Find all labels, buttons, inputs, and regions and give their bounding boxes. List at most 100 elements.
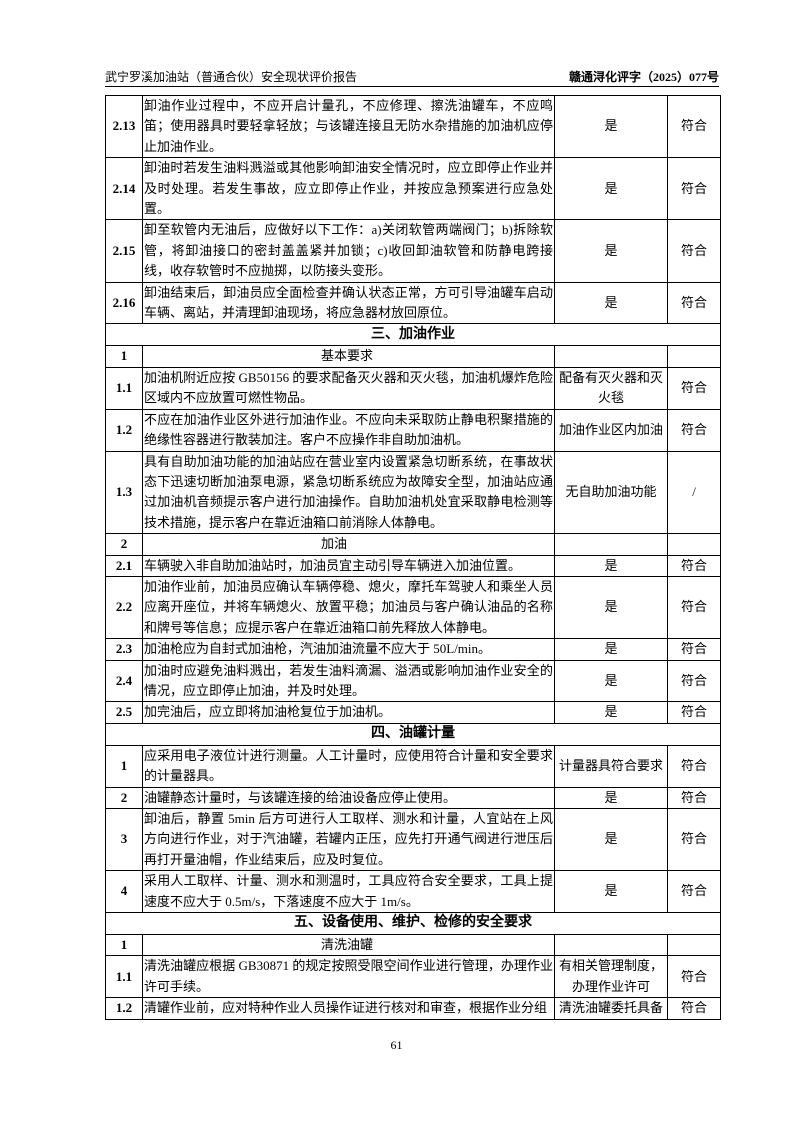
item-content: 加油作业前，加油员应确认车辆停稳、熄火，摩托车驾驶人和乘坐人员应离开座位，并将车…	[142, 575, 555, 640]
item-conclusion: 符合	[667, 408, 721, 452]
item-result: 无自助加油功能	[554, 450, 668, 535]
header-left: 武宁罗溪加油站（普通合伙）安全现状评价报告	[105, 70, 358, 84]
empty-cell	[554, 345, 668, 368]
table-row: 五、设备使用、维护、检修的安全要求	[105, 912, 721, 936]
item-number: 1	[105, 744, 143, 788]
table-row: 1.1 清洗油罐应根据 GB30871 的规定按照受限空间作业进行管理，办理作业许…	[105, 955, 721, 999]
item-number: 1	[105, 934, 143, 957]
item-result: 加油作业区内加油	[554, 408, 668, 452]
table-row: 1 应采用电子液位计进行测量。人工计量时，应使用符合计量和安全要求的计量器具。 计量…	[105, 744, 721, 788]
item-result: 是	[554, 659, 668, 703]
item-result: 是	[554, 638, 668, 661]
item-number: 2.13	[105, 94, 143, 159]
item-content: 加油时应避免油料溅出，若发生油料滴漏、溢洒或影响加油作业安全的情况，应立即停止加…	[142, 659, 555, 703]
item-conclusion: 符合	[667, 638, 721, 661]
table-row: 3 卸油后，静置 5min 后方可进行人工取样、测水和计量，人宜站在上风方向进行作…	[105, 807, 721, 872]
item-result: 是	[554, 157, 668, 221]
item-number: 2.3	[105, 638, 143, 661]
subsection-title: 清洗油罐	[142, 934, 555, 957]
table-row: 2.15 卸至软管内无油后，应做好以下工作：a)关闭软管两端阀门；b)拆除软管，将…	[105, 219, 721, 283]
item-result: 是	[554, 575, 668, 640]
item-content: 卸油结束后，卸油员应全面检查并确认状态正常，方可引导油罐车启动车辆、离站，并清理…	[142, 281, 555, 325]
item-number: 1.1	[105, 366, 143, 410]
item-content: 卸油后，静置 5min 后方可进行人工取样、测水和计量，人宜站在上风方向进行作业…	[142, 807, 555, 872]
item-content: 卸至软管内无油后，应做好以下工作：a)关闭软管两端阀门；b)拆除软管，将卸油接口…	[142, 219, 555, 283]
table-row: 1 基本要求	[105, 345, 721, 368]
item-content: 加完油后，应立即将加油枪复位于加油机。	[142, 701, 555, 724]
item-result: 是	[554, 870, 668, 914]
table-row: 1.2 不应在加油作业区外进行加油作业。不应向未采取防止静电积聚措施的绝缘性容器进…	[105, 408, 721, 452]
item-result: 是	[554, 94, 668, 159]
table-row: 四、油罐计量	[105, 722, 721, 746]
item-number: 1.1	[105, 955, 143, 999]
item-conclusion: 符合	[667, 219, 721, 283]
item-conclusion: 符合	[667, 94, 721, 159]
item-conclusion: 符合	[667, 554, 721, 577]
table: 2.13 卸油作业过程中，不应开启计量孔，不应修理、擦洗油罐车，不应鸣笛；使用器具…	[105, 94, 721, 1020]
item-conclusion: 符合	[667, 659, 721, 703]
item-number: 2.14	[105, 157, 143, 221]
empty-cell	[667, 934, 721, 957]
section-title: 五、设备使用、维护、检修的安全要求	[105, 912, 721, 936]
item-number: 2.2	[105, 575, 143, 640]
item-content: 加油机附近应按 GB50156 的要求配备灭火器和灭火毯，加油机爆炸危险区域内不…	[142, 366, 555, 410]
item-result: 是	[554, 701, 668, 724]
item-number: 1.3	[105, 450, 143, 535]
item-conclusion: 符合	[667, 366, 721, 410]
table-row: 2 油罐静态计量时，与该罐连接的给油设备应停止使用。是符合	[105, 786, 721, 810]
item-number: 2	[105, 533, 143, 556]
item-result: 是	[554, 219, 668, 283]
item-conclusion: 符合	[667, 281, 721, 325]
table-row: 1.2 清罐作业前，应对特种作业人员操作证进行核对和审查，根据作业分组 清洗油罐委托…	[105, 997, 721, 1020]
table-row: 2.3 加油枪应为自封式加油枪，汽油加油流量不应大于 50L/min。是符合	[105, 638, 721, 661]
table-row: 2.2 加油作业前，加油员应确认车辆停稳、熄火，摩托车驾驶人和乘坐人员应离开座位，…	[105, 575, 721, 640]
item-conclusion: 符合	[667, 786, 721, 810]
section-title: 三、加油作业	[105, 323, 721, 347]
item-number: 3	[105, 807, 143, 872]
item-content: 清洗油罐应根据 GB30871 的规定按照受限空间作业进行管理，办理作业许可手续…	[142, 955, 555, 999]
item-conclusion: 符合	[667, 701, 721, 724]
item-content: 卸油时若发生油料溅溢或其他影响卸油安全情况时，应立即停止作业并及时处理。若发生事…	[142, 157, 555, 221]
empty-cell	[667, 345, 721, 368]
item-number: 4	[105, 870, 143, 914]
empty-cell	[554, 533, 668, 556]
item-number: 1	[105, 345, 143, 368]
empty-cell	[554, 934, 668, 957]
table-row: 2.5 加完油后，应立即将加油枪复位于加油机。是符合	[105, 701, 721, 724]
table-row: 4 采用人工取样、计量、测水和测温时，工具应符合安全要求，工具上提速度不应大于 0…	[105, 870, 721, 914]
item-content: 卸油作业过程中，不应开启计量孔，不应修理、擦洗油罐车，不应鸣笛；使用器具时要轻拿…	[142, 94, 555, 159]
item-conclusion: /	[667, 450, 721, 535]
item-number: 2	[105, 786, 143, 810]
item-content: 车辆驶入非自助加油站时，加油员宜主动引导车辆进入加油位置。	[142, 554, 555, 577]
table-row: 2.1 车辆驶入非自助加油站时，加油员宜主动引导车辆进入加油位置。是符合	[105, 554, 721, 577]
empty-cell	[667, 533, 721, 556]
table-row: 2 加油	[105, 533, 721, 556]
subsection-title: 基本要求	[142, 345, 555, 368]
table-row: 2.16 卸油结束后，卸油员应全面检查并确认状态正常，方可引导油罐车启动车辆、离站…	[105, 281, 721, 325]
section-title: 四、油罐计量	[105, 722, 721, 746]
item-conclusion: 符合	[667, 744, 721, 788]
item-number: 2.4	[105, 659, 143, 703]
item-result: 计量器具符合要求	[554, 744, 668, 788]
table-row: 1.1 加油机附近应按 GB50156 的要求配备灭火器和灭火毯，加油机爆炸危险区…	[105, 366, 721, 410]
item-conclusion: 符合	[667, 997, 721, 1020]
item-result: 配备有灭火器和灭火毯	[554, 366, 668, 410]
table-row: 1.3 具有自助加油功能的加油站应在营业室内设置紧急切断系统，在事故状态下迅速切断…	[105, 450, 721, 535]
item-content: 油罐静态计量时，与该罐连接的给油设备应停止使用。	[142, 786, 555, 810]
subsection-title: 加油	[142, 533, 555, 556]
item-content: 采用人工取样、计量、测水和测温时，工具应符合安全要求，工具上提速度不应大于 0.…	[142, 870, 555, 914]
item-content: 清罐作业前，应对特种作业人员操作证进行核对和审查，根据作业分组	[142, 997, 555, 1020]
item-conclusion: 符合	[667, 955, 721, 999]
item-conclusion: 符合	[667, 157, 721, 221]
item-content: 不应在加油作业区外进行加油作业。不应向未采取防止静电积聚措施的绝缘性容器进行散装…	[142, 408, 555, 452]
table-row: 1 清洗油罐	[105, 934, 721, 957]
item-conclusion: 符合	[667, 807, 721, 872]
item-content: 加油枪应为自封式加油枪，汽油加油流量不应大于 50L/min。	[142, 638, 555, 661]
header-rule	[105, 86, 719, 87]
item-result: 清洗油罐委托具备	[554, 997, 668, 1020]
table-row: 三、加油作业	[105, 323, 721, 347]
item-number: 1.2	[105, 997, 143, 1020]
item-content: 具有自助加油功能的加油站应在营业室内设置紧急切断系统，在事故状态下迅速切断加油泵…	[142, 450, 555, 535]
item-number: 2.1	[105, 554, 143, 577]
